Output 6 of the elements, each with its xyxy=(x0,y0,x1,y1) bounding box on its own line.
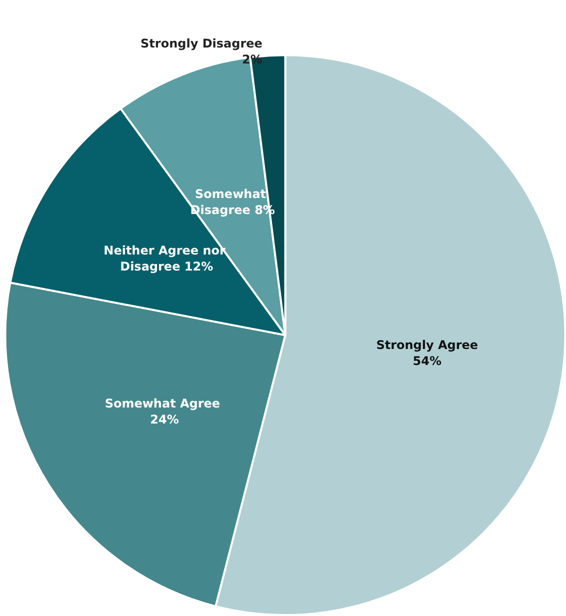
slice-label: Strongly Agree xyxy=(376,338,478,352)
slice-label: Somewhat Agree xyxy=(104,396,224,411)
data-label: 54% xyxy=(412,354,442,368)
data-label: 24% xyxy=(150,412,179,427)
data-label: 2% xyxy=(242,52,262,67)
slice-label: Strongly Disagree xyxy=(140,36,262,51)
